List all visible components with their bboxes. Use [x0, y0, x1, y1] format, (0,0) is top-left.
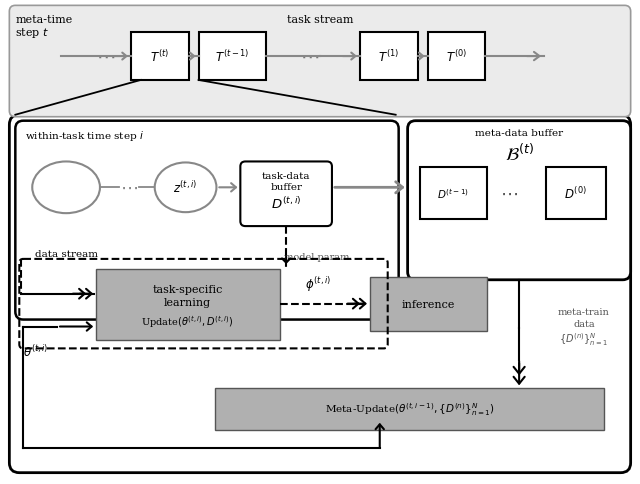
- Bar: [546, 168, 605, 220]
- Bar: [370, 277, 487, 332]
- Text: within-task time step $i$: within-task time step $i$: [26, 128, 144, 142]
- Bar: [198, 33, 266, 81]
- Text: $\cdots$: $\cdots$: [96, 48, 116, 66]
- FancyBboxPatch shape: [10, 6, 630, 118]
- Text: $z^{(t,i)}$: $z^{(t,i)}$: [173, 180, 198, 196]
- Text: Meta-Update$(\theta^{(t,i-1)}, \{D^{(n)}\}_{n=1}^N)$: Meta-Update$(\theta^{(t,i-1)}, \{D^{(n)}…: [324, 401, 495, 418]
- Text: $\cdots$: $\cdots$: [120, 179, 138, 197]
- Bar: [420, 168, 487, 220]
- Bar: [96, 269, 280, 341]
- Text: $T^{(0)}$: $T^{(0)}$: [446, 49, 467, 65]
- Text: $\theta^{(t,i)}$: $\theta^{(t,i)}$: [23, 344, 49, 360]
- FancyBboxPatch shape: [408, 121, 630, 280]
- Text: meta-time: meta-time: [15, 15, 72, 25]
- Text: model param.: model param.: [284, 252, 352, 261]
- Bar: [360, 33, 417, 81]
- Text: buffer: buffer: [270, 183, 302, 192]
- Ellipse shape: [32, 162, 100, 214]
- FancyBboxPatch shape: [10, 116, 630, 473]
- Text: $T^{(t)}$: $T^{(t)}$: [150, 49, 169, 65]
- Text: task-specific: task-specific: [152, 284, 223, 294]
- Text: $\cdots$: $\cdots$: [300, 48, 319, 66]
- Bar: [428, 33, 485, 81]
- FancyBboxPatch shape: [15, 121, 399, 320]
- Text: Update$(\theta^{(t,i)},D^{(t,i)})$: Update$(\theta^{(t,i)},D^{(t,i)})$: [141, 314, 234, 330]
- Text: $\cdots$: $\cdots$: [500, 185, 518, 203]
- Text: $T^{(t-1)}$: $T^{(t-1)}$: [215, 49, 250, 65]
- Ellipse shape: [155, 163, 216, 213]
- Text: $D^{(0)}$: $D^{(0)}$: [564, 186, 588, 202]
- Text: step $t$: step $t$: [15, 26, 49, 40]
- Bar: [131, 33, 189, 81]
- Text: meta-data buffer: meta-data buffer: [475, 128, 563, 137]
- Text: task-data: task-data: [262, 172, 310, 181]
- FancyBboxPatch shape: [241, 162, 332, 227]
- Text: $\mathcal{B}^{(t)}$: $\mathcal{B}^{(t)}$: [505, 143, 534, 165]
- Text: learning: learning: [164, 297, 211, 307]
- Text: $D^{(t,i)}$: $D^{(t,i)}$: [271, 196, 301, 212]
- Text: task stream: task stream: [287, 15, 353, 25]
- Text: data: data: [573, 319, 595, 328]
- Text: $\{D^{(n)}\}_{n=1}^N$: $\{D^{(n)}\}_{n=1}^N$: [559, 331, 609, 348]
- Text: inference: inference: [402, 299, 455, 309]
- Bar: [216, 388, 604, 430]
- Text: data stream: data stream: [35, 249, 98, 258]
- Text: $\phi^{(t,i)}$: $\phi^{(t,i)}$: [305, 274, 331, 293]
- Text: $T^{(1)}$: $T^{(1)}$: [378, 49, 399, 65]
- Text: $D^{(t-1)}$: $D^{(t-1)}$: [437, 187, 470, 201]
- Text: meta-train: meta-train: [558, 307, 610, 316]
